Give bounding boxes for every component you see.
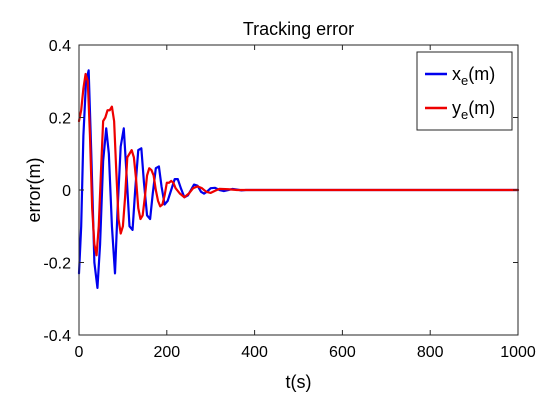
x-axis-label: t(s) <box>286 372 312 392</box>
y-tick-label: 0.2 <box>49 111 71 128</box>
legend-entry-sub: e <box>461 73 468 88</box>
x-tick-label: 1000 <box>500 344 536 361</box>
legend: xe(m)ye(m) <box>416 51 513 131</box>
legend-entry-rest: (m) <box>468 98 495 118</box>
x-tick-label: 0 <box>75 344 84 361</box>
chart-title: Tracking error <box>243 19 354 39</box>
legend-entry-sub: e <box>461 107 468 122</box>
legend-entry: xe(m) <box>452 64 495 88</box>
series-layer <box>77 69 520 289</box>
legend-entry-rest: (m) <box>468 64 495 84</box>
y-axis-label: error(m) <box>24 158 44 223</box>
x-tick-label: 200 <box>153 344 180 361</box>
y-tick-label: 0.4 <box>49 38 71 55</box>
y-tick-label: 0 <box>62 183 71 200</box>
y-tick-label: -0.4 <box>43 328 71 345</box>
x-tick-label: 400 <box>241 344 268 361</box>
y-tick-label: -0.2 <box>43 256 71 273</box>
x-tick-label: 800 <box>417 344 444 361</box>
legend-box <box>416 51 513 131</box>
legend-entry: ye(m) <box>452 98 495 122</box>
tick-layer: 0 200 400 600 800 1000 -0.4 -0.2 0 0.2 0.4 <box>43 38 535 361</box>
legend-entry-main: x <box>452 64 461 84</box>
series-line-ye <box>77 72 520 257</box>
x-tick-label: 600 <box>329 344 356 361</box>
legend-entry-main: y <box>452 98 461 118</box>
